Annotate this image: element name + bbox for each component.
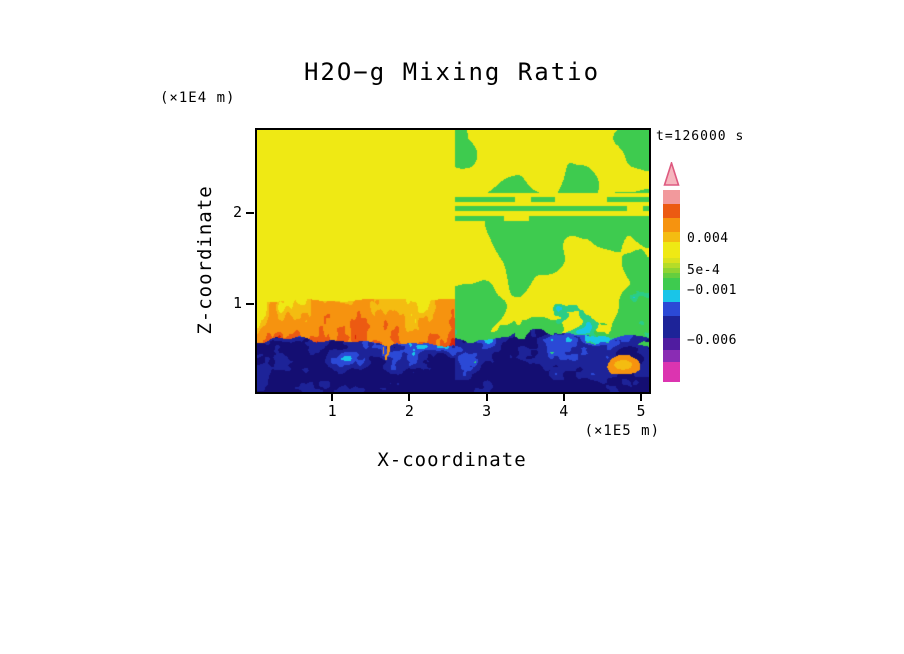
y-axis-units: (×1E4 m)	[160, 90, 236, 106]
colorbar-segment	[663, 204, 680, 218]
y-tick-label: 2	[232, 203, 242, 222]
colorbar	[663, 160, 680, 382]
x-tick-mark	[408, 394, 411, 401]
colorbar-segment	[663, 362, 680, 382]
x-tick-mark	[485, 394, 488, 401]
colorbar-segment	[663, 316, 680, 338]
x-tick-label: 2	[404, 402, 414, 420]
y-tick-label: 1	[232, 293, 242, 312]
colorbar-level-label: −0.006	[687, 333, 737, 348]
x-axis-label: X-coordinate	[377, 449, 527, 471]
x-tick-label: 3	[482, 402, 492, 420]
y-tick-mark	[246, 302, 254, 305]
time-stamp-label: t=126000 s	[656, 129, 745, 144]
plot-area	[255, 128, 651, 394]
colorbar-segment	[663, 350, 680, 362]
x-tick-mark	[562, 394, 565, 401]
x-tick-mark	[639, 394, 642, 401]
colorbar-segment	[663, 290, 680, 302]
x-tick-label: 5	[636, 402, 646, 420]
colorbar-level-label: 0.004	[687, 231, 729, 246]
colorbar-segment	[663, 268, 680, 273]
y-axis-label: Z-coordinate	[194, 185, 216, 335]
colorbar-segment	[663, 190, 680, 204]
colorbar-segment	[663, 218, 680, 232]
colorbar-level-label: 5e-4	[687, 263, 721, 278]
colorbar-segment	[663, 263, 680, 268]
x-tick-label: 4	[559, 402, 569, 420]
colorbar-segment	[663, 232, 680, 242]
colorbar-segment	[663, 302, 680, 316]
x-tick-mark	[331, 394, 334, 401]
colorbar-segment	[663, 273, 680, 278]
x-axis-units: (×1E5 m)	[584, 423, 660, 439]
heatmap-field	[257, 130, 649, 392]
colorbar-segments	[663, 190, 680, 382]
colorbar-segment	[663, 338, 680, 350]
x-tick-label: 1	[327, 402, 337, 420]
colorbar-level-label: −0.001	[687, 283, 737, 298]
colorbar-segment	[663, 242, 680, 258]
colorbar-segment	[663, 278, 680, 290]
chart-title: H2O−g Mixing Ratio	[303, 58, 601, 86]
colorbar-arrow-icon	[663, 160, 680, 186]
colorbar-segment	[663, 258, 680, 263]
y-tick-mark	[246, 212, 254, 215]
